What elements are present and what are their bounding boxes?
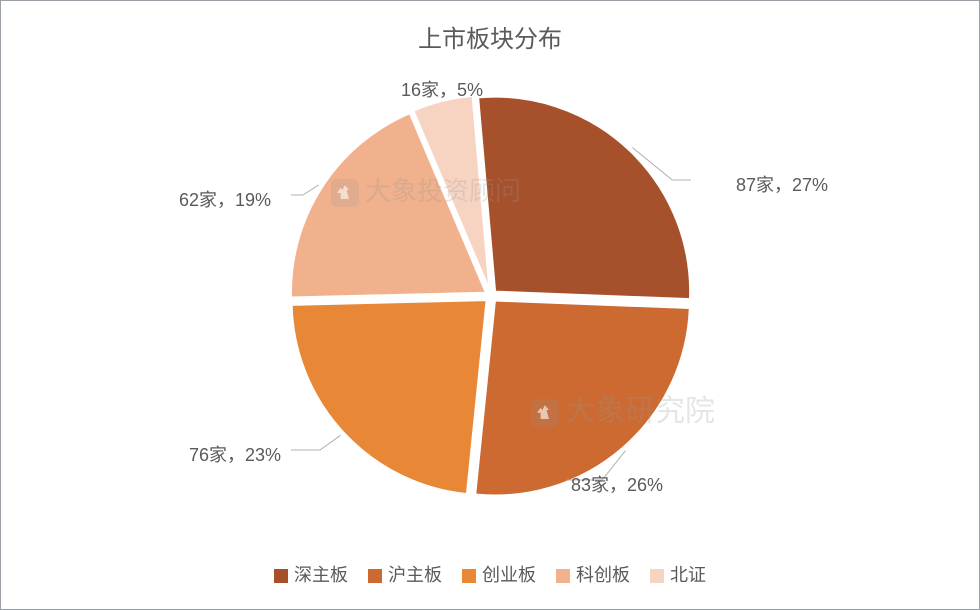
pie-slice-深主板 bbox=[478, 97, 690, 299]
legend-swatch bbox=[556, 569, 570, 583]
leader-line bbox=[291, 435, 341, 450]
legend-label: 创业板 bbox=[482, 565, 536, 585]
legend-item-沪主板: 沪主板 bbox=[368, 561, 442, 587]
slice-label-科创板: 62家，19% bbox=[179, 186, 271, 212]
legend-label: 科创板 bbox=[576, 565, 630, 585]
legend-item-北证: 北证 bbox=[650, 561, 706, 587]
pie-slice-沪主板 bbox=[475, 301, 690, 496]
pie-svg bbox=[291, 96, 691, 496]
legend-swatch bbox=[462, 569, 476, 583]
pie-container bbox=[291, 96, 691, 496]
legend: 深主板 沪主板 创业板 科创板 北证 bbox=[1, 561, 979, 587]
legend-item-深主板: 深主板 bbox=[274, 561, 348, 587]
legend-swatch bbox=[368, 569, 382, 583]
legend-swatch bbox=[274, 569, 288, 583]
legend-label: 沪主板 bbox=[388, 565, 442, 585]
legend-label: 北证 bbox=[670, 565, 706, 585]
slice-label-深主板: 87家，27% bbox=[736, 171, 828, 197]
legend-label: 深主板 bbox=[294, 565, 348, 585]
leader-line bbox=[291, 185, 319, 195]
pie-slice-创业板 bbox=[292, 300, 487, 494]
chart-frame: 上市板块分布 87家，27% 83家，26% 76家，23% 62家，19% 16家，5… bbox=[0, 0, 980, 610]
chart-title: 上市板块分布 bbox=[1, 19, 979, 54]
slice-label-北证: 16家，5% bbox=[401, 76, 483, 102]
slice-label-创业板: 76家，23% bbox=[189, 441, 281, 467]
legend-item-创业板: 创业板 bbox=[462, 561, 536, 587]
legend-swatch bbox=[650, 569, 664, 583]
slice-label-沪主板: 83家，26% bbox=[571, 471, 663, 497]
legend-item-科创板: 科创板 bbox=[556, 561, 630, 587]
